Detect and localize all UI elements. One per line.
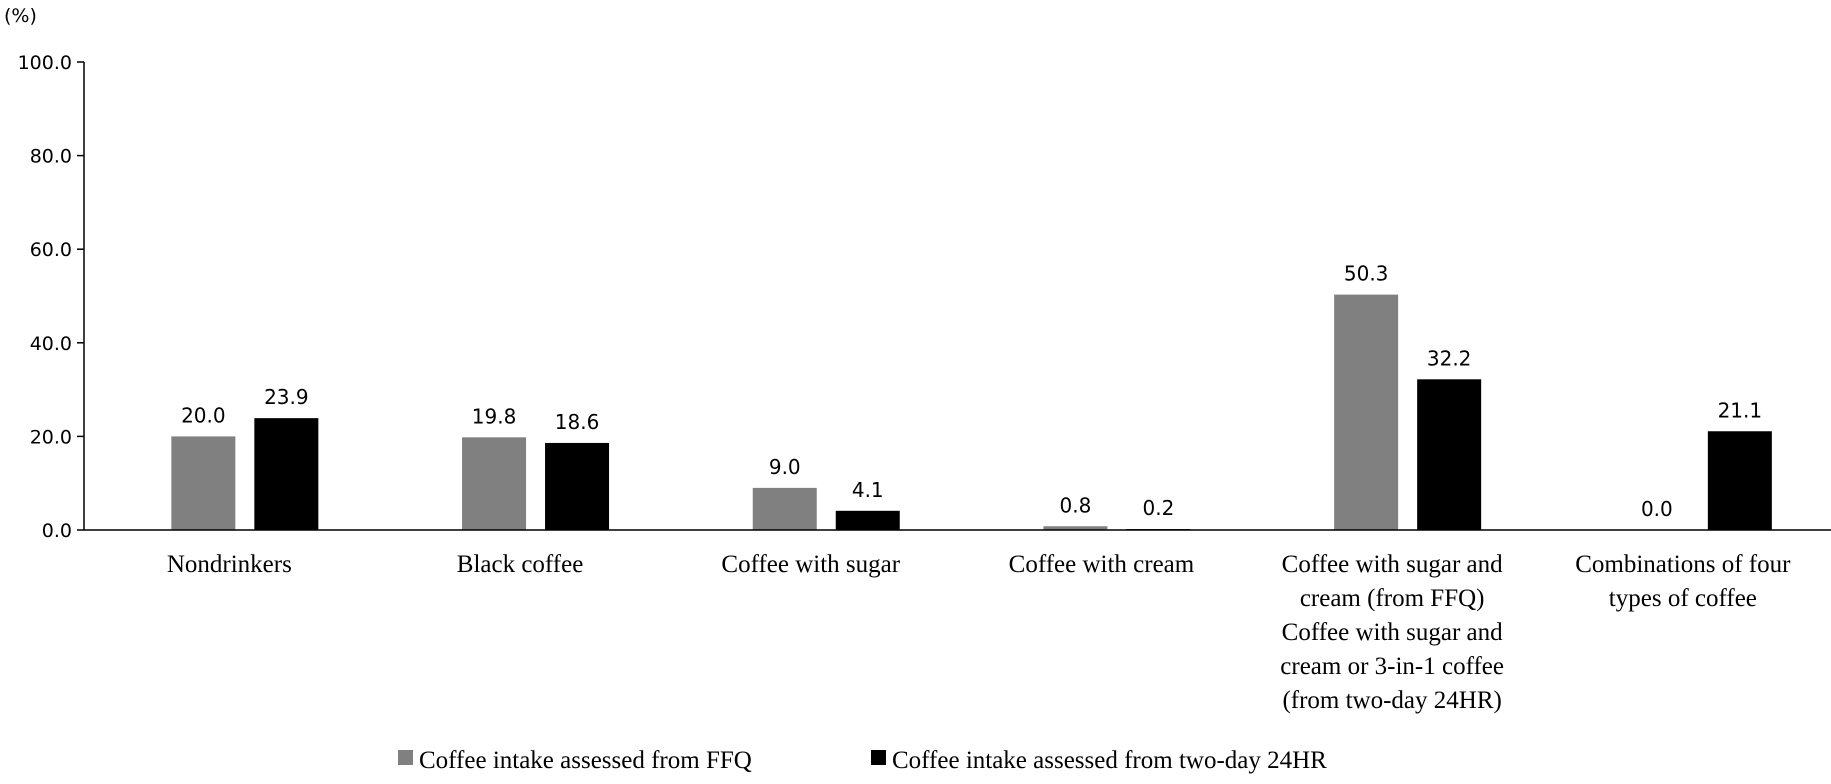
y-tick-label: 40.0: [30, 333, 72, 355]
data-label: 19.8: [472, 404, 517, 428]
x-category-label: Coffee with sugar and: [1282, 619, 1504, 646]
data-label: 21.1: [1718, 398, 1763, 422]
bar-ffq: [1334, 294, 1399, 530]
x-category-label: Coffee with sugar and: [1282, 551, 1504, 578]
bar-ffq: [1043, 526, 1108, 530]
x-category-label: Coffee with sugar: [721, 551, 900, 578]
data-label: 0.2: [1143, 496, 1175, 520]
y-tick-label: 80.0: [30, 146, 72, 168]
data-label: 50.3: [1344, 262, 1389, 286]
x-category-label: Coffee with cream: [1009, 551, 1195, 578]
bar-ffq: [752, 487, 817, 530]
y-axis-unit-label: (%): [4, 5, 37, 27]
bar-ffq: [171, 436, 236, 530]
bar-24hr: [1417, 379, 1482, 530]
x-category-label: cream or 3-in-1 coffee: [1280, 653, 1504, 680]
data-label: 0.0: [1641, 497, 1673, 521]
data-label: 20.0: [181, 403, 226, 427]
x-category-label: cream (from FFQ): [1300, 585, 1485, 612]
x-category-label: (from two-day 24HR): [1282, 687, 1501, 714]
data-label: 4.1: [852, 478, 884, 502]
data-label: 18.6: [555, 410, 600, 434]
y-tick-label: 100.0: [18, 52, 72, 74]
x-category-label: types of coffee: [1609, 585, 1757, 612]
x-category-label: Nondrinkers: [167, 551, 292, 578]
bar-ffq: [462, 437, 527, 530]
bar-24hr: [835, 510, 900, 530]
bar-24hr: [254, 418, 319, 530]
bar-24hr: [1707, 431, 1772, 530]
legend-swatch: [398, 750, 413, 765]
y-tick-label: 0.0: [42, 520, 72, 542]
legend-label: Coffee intake assessed from FFQ: [419, 747, 752, 774]
legend-swatch: [871, 750, 886, 765]
x-category-label: Black coffee: [457, 551, 584, 578]
bar-24hr: [545, 442, 610, 530]
legend-label: Coffee intake assessed from two-day 24HR: [892, 747, 1327, 774]
data-label: 0.8: [1060, 493, 1092, 517]
data-label: 32.2: [1427, 346, 1472, 370]
x-category-label: Combinations of four: [1575, 551, 1791, 578]
data-label: 23.9: [264, 385, 309, 409]
data-label: 9.0: [769, 455, 801, 479]
y-tick-label: 20.0: [30, 426, 72, 448]
y-tick-label: 60.0: [30, 239, 72, 261]
